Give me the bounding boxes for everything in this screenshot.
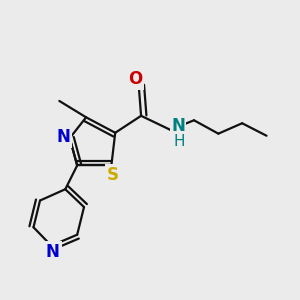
Text: N: N [46,243,60,261]
Text: S: S [107,166,119,184]
Text: H: H [173,134,185,148]
Text: O: O [128,70,142,88]
Text: N: N [171,117,185,135]
Text: N: N [56,128,70,146]
